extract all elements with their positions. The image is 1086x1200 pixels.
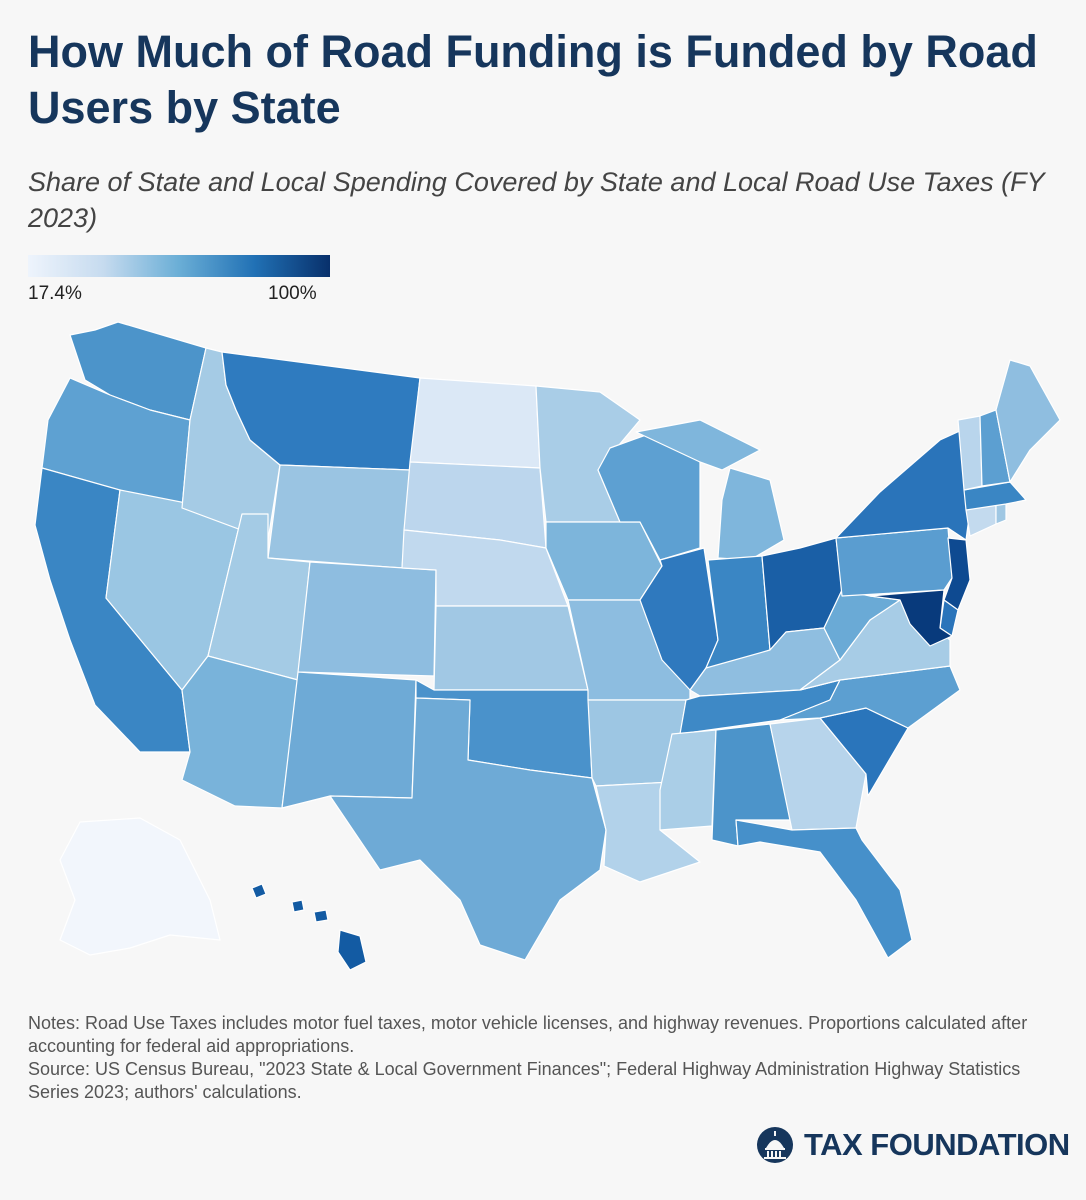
color-legend-bar bbox=[28, 255, 330, 277]
state-RI[interactable] bbox=[995, 503, 1007, 525]
state-WY[interactable] bbox=[267, 464, 411, 569]
state-AZ[interactable] bbox=[181, 655, 299, 809]
state-FL[interactable] bbox=[735, 819, 913, 959]
state-AK[interactable] bbox=[59, 817, 221, 956]
state-TX[interactable] bbox=[329, 697, 607, 961]
notes-text: Notes: Road Use Taxes includes motor fue… bbox=[28, 1012, 1068, 1104]
legend-min-label: 17.4% bbox=[28, 283, 82, 304]
us-choropleth-map bbox=[34, 321, 1061, 971]
logo-text: TAX FOUNDATION bbox=[804, 1127, 1070, 1162]
state-HI[interactable] bbox=[251, 883, 367, 971]
source-line: Source: US Census Bureau, "2023 State & … bbox=[28, 1059, 1021, 1102]
state-CO[interactable] bbox=[297, 561, 437, 677]
legend-max-label: 100% bbox=[268, 283, 317, 304]
state-MD[interactable] bbox=[869, 589, 953, 647]
tax-foundation-logo: TAX FOUNDATION bbox=[756, 1126, 1070, 1164]
state-IA[interactable] bbox=[545, 521, 663, 601]
state-PA[interactable] bbox=[835, 527, 953, 597]
notes-line: Notes: Road Use Taxes includes motor fue… bbox=[28, 1013, 1028, 1056]
state-KS[interactable] bbox=[433, 605, 589, 691]
map-subtitle: Share of State and Local Spending Covere… bbox=[28, 167, 1045, 233]
state-MS[interactable] bbox=[659, 729, 717, 831]
map-title: How Much of Road Funding is Funded by Ro… bbox=[28, 26, 1038, 133]
state-NM[interactable] bbox=[281, 671, 417, 809]
state-NY[interactable] bbox=[835, 429, 971, 541]
capitol-dome-icon bbox=[757, 1127, 793, 1163]
state-IN[interactable] bbox=[705, 555, 771, 669]
state-ME[interactable] bbox=[995, 359, 1061, 483]
state-ND[interactable] bbox=[409, 377, 541, 469]
